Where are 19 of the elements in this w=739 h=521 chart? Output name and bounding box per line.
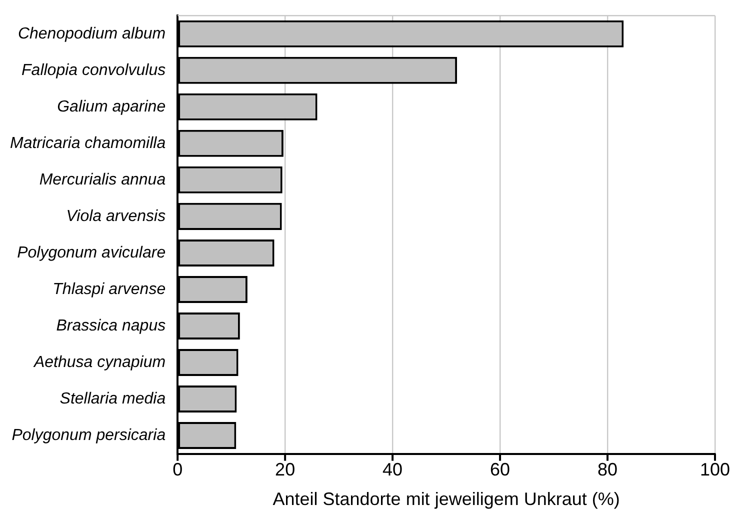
y-tick-label: Mercurialis annua: [39, 171, 166, 188]
y-tick-label: Fallopia convolvulus: [22, 62, 166, 79]
x-tick-label: 80: [598, 460, 618, 480]
y-tick-label: Galium aparine: [57, 98, 166, 116]
y-tick-label: Chenopodium album: [18, 25, 166, 42]
x-tick-label: 100: [700, 460, 730, 480]
y-tick-label: Matricaria chamomilla: [10, 134, 166, 152]
y-tick-label: Stellaria media: [60, 390, 166, 408]
y-tick-label: Brassica napus: [56, 317, 166, 334]
x-axis-title: Anteil Standorte mit jeweiligem Unkraut (%): [272, 489, 620, 510]
x-tick-label: 60: [490, 460, 510, 480]
y-tick-label: Thlaspi arvense: [52, 280, 166, 298]
x-tick-label: 0: [172, 460, 183, 480]
x-tick-label: 40: [382, 460, 403, 480]
y-tick-label: Polygonum persicaria: [12, 426, 166, 444]
y-tick-label: Aethusa cynapium: [32, 354, 166, 371]
x-tick-label: 20: [275, 460, 296, 480]
y-tick-label: Viola arvensis: [66, 208, 166, 225]
y-tick-label: Polygonum aviculare: [17, 244, 166, 262]
